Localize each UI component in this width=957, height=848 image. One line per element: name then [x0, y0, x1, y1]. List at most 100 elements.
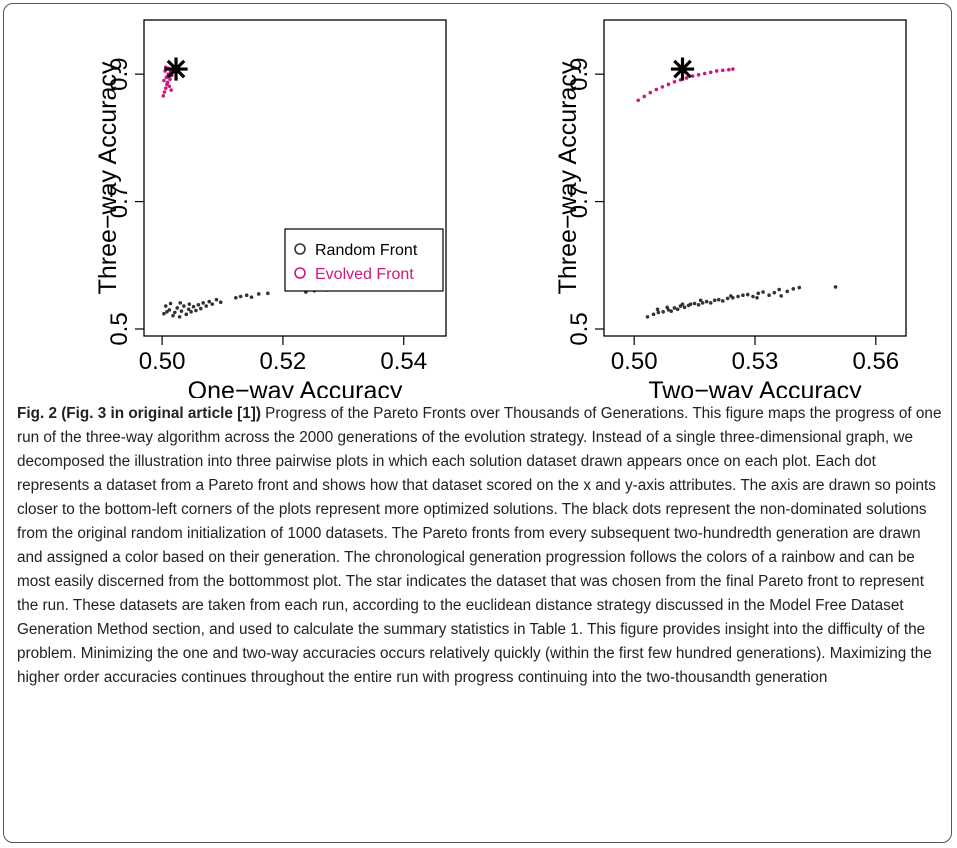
data-point: [672, 306, 677, 310]
data-point: [168, 301, 173, 306]
data-point: [167, 84, 172, 89]
y-tick-label: 0.9: [106, 57, 133, 90]
legend-label: Random Front: [315, 242, 418, 259]
legend-box: [284, 228, 444, 292]
data-point: [660, 85, 665, 89]
data-point: [690, 74, 695, 78]
x-axis-label: Two−way Accuracy: [648, 377, 862, 398]
data-point: [708, 301, 713, 305]
data-point: [238, 294, 243, 299]
x-tick-label: 0.56: [852, 348, 899, 375]
x-tick-label: 0.50: [139, 348, 186, 375]
data-point: [767, 293, 771, 298]
data-point: [751, 294, 755, 299]
y-tick-label: 0.7: [106, 185, 133, 218]
data-point: [729, 294, 733, 298]
data-point: [266, 291, 270, 296]
data-point: [704, 299, 709, 304]
data-point: [755, 295, 759, 300]
data-point: [165, 309, 169, 314]
data-point: [791, 287, 796, 291]
data-point: [648, 90, 653, 95]
data-point: [165, 80, 170, 85]
data-point: [712, 298, 717, 303]
data-point: [175, 306, 180, 310]
data-point: [777, 287, 781, 292]
data-point: [672, 79, 677, 84]
data-point: [736, 294, 740, 299]
series-evolved-front: [636, 67, 735, 103]
data-point: [214, 297, 219, 302]
data-point: [163, 304, 168, 308]
data-point: [708, 70, 713, 75]
data-point: [167, 308, 172, 312]
data-point: [756, 291, 761, 296]
chosen-dataset-star: [164, 57, 188, 81]
data-point: [772, 290, 777, 295]
data-point: [161, 94, 166, 98]
data-point: [249, 295, 254, 299]
data-point: [162, 78, 166, 83]
data-point: [234, 295, 238, 300]
plot-frame: [143, 19, 447, 337]
data-point: [182, 304, 186, 308]
data-point: [833, 285, 838, 289]
data-point: [645, 315, 650, 319]
data-point: [731, 67, 735, 71]
data-point: [636, 98, 641, 103]
y-tick-label: 0.5: [106, 312, 133, 345]
data-point: [186, 307, 191, 312]
data-point: [661, 309, 665, 314]
plot-frame: [603, 19, 907, 337]
data-point: [163, 86, 168, 90]
legend-marker: [294, 267, 306, 279]
data-point: [194, 308, 198, 313]
data-point: [177, 315, 182, 319]
data-point: [210, 302, 215, 306]
data-point: [654, 87, 659, 92]
y-axis-label: Three−way Accuracy: [94, 61, 122, 294]
caption-label: Fig. 2 (Fig. 3 in original article [1]): [17, 405, 261, 422]
data-point: [656, 310, 661, 315]
x-tick-label: 0.53: [732, 348, 779, 375]
caption-text: Progress of the Pareto Fronts over Thous…: [17, 405, 942, 686]
series-chosen-dataset: [164, 57, 188, 81]
data-point: [162, 311, 166, 316]
data-point: [169, 88, 173, 92]
data-point: [682, 305, 687, 310]
series-chosen-dataset: [670, 57, 695, 81]
data-point: [725, 296, 730, 301]
data-point: [716, 297, 721, 302]
x-tick-label: 0.52: [260, 348, 307, 375]
data-point: [256, 292, 261, 296]
data-point: [642, 94, 647, 99]
legend: Random Front Evolved Front: [284, 228, 444, 292]
data-point: [779, 294, 783, 298]
data-point: [189, 309, 193, 314]
legend-marker: [294, 243, 306, 255]
data-point: [785, 289, 790, 294]
data-point: [720, 68, 725, 73]
data-point: [207, 299, 212, 304]
data-point: [204, 304, 209, 308]
data-point: [173, 310, 177, 315]
data-point: [191, 304, 196, 309]
data-point: [720, 299, 725, 303]
figure-frame: [3, 3, 952, 843]
data-point: [696, 302, 701, 307]
data-point: [741, 293, 745, 298]
data-point: [665, 305, 670, 310]
data-point: [797, 285, 802, 290]
data-point: [244, 293, 249, 298]
y-tick-label: 0.7: [566, 185, 593, 218]
figure-caption: Fig. 2 (Fig. 3 in original article [1]) …: [17, 402, 947, 690]
data-point: [714, 69, 719, 73]
data-point: [651, 312, 656, 317]
data-point: [669, 309, 674, 313]
y-tick-label: 0.9: [566, 57, 593, 90]
data-point: [162, 90, 167, 94]
data-point: [684, 76, 689, 80]
chosen-dataset-star: [670, 57, 695, 81]
data-point: [675, 307, 680, 312]
data-point: [698, 298, 703, 303]
